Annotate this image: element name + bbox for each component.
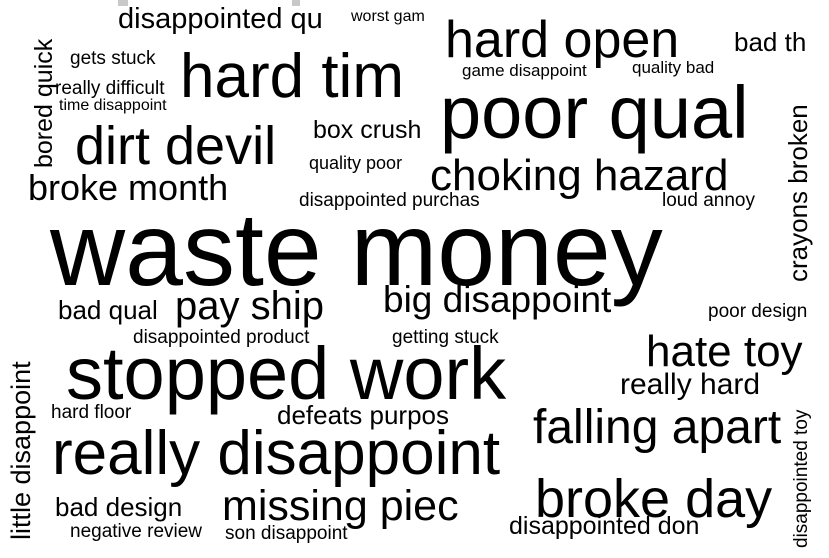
word-broke-month: broke month (28, 167, 229, 208)
word-disappointed-don: disappointed don (509, 512, 700, 540)
word-poor-qual: poor qual (440, 71, 749, 154)
word-missing-piec: missing piec (222, 482, 459, 530)
word-quality-poor: quality poor (309, 153, 403, 173)
word-hard-open: hard open (445, 11, 680, 69)
word-waste-money: waste money (50, 192, 663, 308)
word-hard-floor: hard floor (51, 402, 132, 423)
word-pay-ship: pay ship (175, 284, 324, 328)
word-hate-toy: hate toy (646, 327, 803, 376)
word-hard-tim: hard tim (180, 42, 404, 111)
word-negative-review: negative review (70, 521, 203, 542)
word-falling-apart: falling apart (533, 401, 782, 454)
word-time-disappoint: time disappoint (59, 97, 167, 114)
word-disappointed-toy: disappointed toy (791, 409, 812, 548)
cropped-glyph-fragment (118, 0, 128, 6)
word-bad-design: bad design (55, 492, 183, 522)
word-poor-design: poor design (708, 301, 808, 322)
word-really-hard: really hard (620, 368, 761, 401)
word-bad-th: bad th (734, 27, 807, 57)
word-worst-gam: worst gam (351, 8, 425, 25)
word-son-disappoint: son disappoint (225, 523, 348, 544)
word-dirt-devil: dirt devil (75, 116, 277, 176)
word-gets-stuck: gets stuck (70, 48, 156, 69)
word-broke-day: broke day (535, 469, 773, 529)
word-defeats-purpos: defeats purpos (277, 400, 450, 430)
word-stopped-work: stopped work (66, 332, 507, 415)
word-quality-bad: quality bad (632, 58, 715, 77)
word-getting-stuck: getting stuck (392, 327, 499, 348)
word-little-disappoint: little disappoint (6, 361, 36, 540)
cropped-glyph-fragment (292, 0, 300, 6)
word-disappointed-qu: disappointed qu (118, 3, 323, 35)
word-bad-qual: bad qual (58, 295, 158, 325)
word-really-disappoint: really disappoint (52, 419, 501, 488)
word-box-crush: box crush (313, 116, 422, 144)
word-crayons-broken: crayons broken (783, 104, 813, 282)
word-really-difficult: really difficult (55, 78, 165, 99)
word-big-disappoint: big disappoint (383, 279, 612, 320)
word-game-disappoint: game disappoint (462, 61, 587, 80)
word-choking-hazard: choking hazard (430, 151, 729, 200)
word-disappointed-purchas: disappointed purchas (299, 190, 480, 211)
word-loud-annoy: loud annoy (662, 190, 755, 211)
word-disappointed-product: disappointed product (133, 327, 310, 348)
word-bored-quick: bored quick (30, 38, 58, 168)
